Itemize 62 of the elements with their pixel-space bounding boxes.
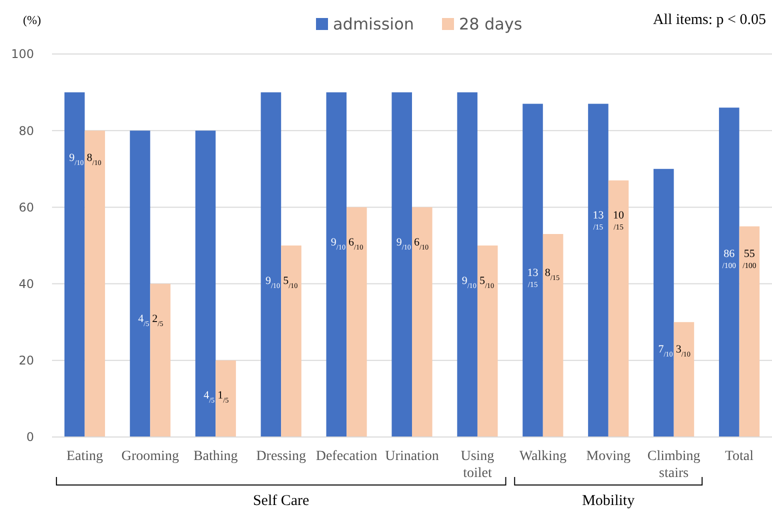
x-tick-label: Using toilet (460, 449, 494, 481)
annotation: 2$_{/5}$ (152, 313, 164, 328)
x-tick-label: Walking (519, 449, 566, 464)
x-tick-label: Urination (385, 449, 439, 464)
y-axis-title: (%) (23, 13, 41, 27)
bar (457, 92, 478, 437)
annotation: 6$_{/10}$ (414, 236, 430, 252)
bar (281, 246, 302, 437)
text: Mobility (582, 493, 636, 509)
y-tick-label: 40 (18, 277, 34, 291)
bar (542, 234, 564, 437)
y-tick-label: 80 (18, 124, 34, 138)
bar (522, 104, 543, 437)
y-tick-label: 20 (18, 354, 34, 368)
x-tick-label: Total (724, 449, 754, 464)
annotation: 5$_{/10}$ (479, 274, 495, 290)
bar (477, 246, 498, 437)
bar (346, 207, 367, 437)
bar (64, 92, 85, 437)
text: All items: p < 0.05 (652, 12, 766, 28)
bar (588, 104, 608, 437)
x-tick-label: Dressing (256, 449, 306, 464)
bar (216, 360, 236, 437)
bar (130, 130, 150, 437)
text: Self Care (252, 493, 310, 509)
annotation: 4$_{/5}$ (204, 390, 216, 405)
annotation: 8$_{/15}$ (544, 267, 560, 282)
bar (260, 92, 282, 437)
bar (195, 130, 216, 437)
y-tick-label: 100 (11, 47, 34, 62)
x-tick-label: Moving (586, 449, 631, 464)
x-tick-label: Climbing stairs (647, 449, 700, 481)
bar (718, 108, 740, 437)
bar (326, 92, 347, 437)
bar (674, 322, 694, 437)
annotation: 3$_{/10}$ (676, 344, 691, 359)
annotation: 6$_{/10}$ (348, 236, 364, 252)
x-tick-label: Grooming (121, 449, 179, 464)
annotation: 5$_{/10}$ (283, 274, 298, 290)
y-tick-label: 60 (18, 200, 34, 214)
annotation: 9$_{/10}$ (396, 236, 412, 252)
annotation: 1$_{/5}$ (218, 390, 230, 405)
bar (392, 92, 412, 437)
annotation: 8$_{/10}$ (86, 152, 102, 168)
legend-label: admission (333, 14, 414, 34)
bar (739, 226, 760, 437)
x-tick-label: Eating (66, 449, 103, 464)
bar (150, 284, 170, 437)
annotation: 9$_{/10}$ (330, 236, 346, 252)
annotation: 7$_{/10}$ (658, 344, 674, 359)
x-tick-label: Defecation (316, 449, 378, 464)
annotation: 9$_{/10}$ (69, 152, 84, 168)
x-tick-label: Bathing (193, 449, 238, 464)
y-tick-label: 0 (26, 430, 34, 444)
legend-label: 28 days (459, 14, 522, 34)
bar (654, 168, 674, 437)
annotation: 9$_{/10}$ (265, 274, 281, 290)
bar (608, 180, 629, 437)
bar (84, 130, 106, 437)
annotation: 9$_{/10}$ (462, 274, 477, 290)
bar (412, 207, 432, 437)
annotation: 4$_{/5}$ (138, 313, 150, 328)
